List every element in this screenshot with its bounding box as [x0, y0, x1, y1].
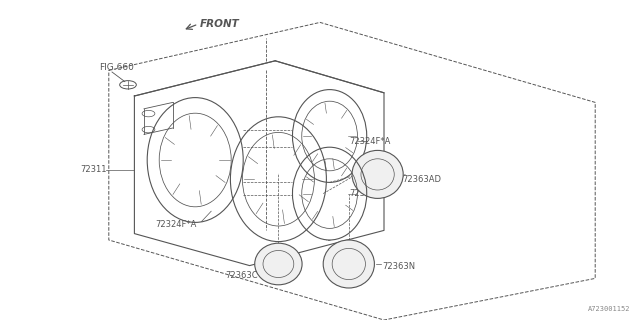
Text: 72324F*A: 72324F*A — [349, 137, 390, 146]
Text: 72363C: 72363C — [225, 271, 258, 280]
Text: 72324F*A: 72324F*A — [155, 220, 196, 229]
Ellipse shape — [255, 243, 302, 285]
Ellipse shape — [352, 150, 403, 198]
Text: A723001152: A723001152 — [588, 306, 630, 312]
Text: FRONT: FRONT — [200, 19, 239, 29]
Text: 72363AD: 72363AD — [402, 175, 441, 184]
Text: FIG.660: FIG.660 — [99, 63, 134, 72]
Ellipse shape — [323, 240, 374, 288]
Text: 72363N: 72363N — [383, 262, 416, 271]
Text: 72324F*B: 72324F*B — [349, 189, 390, 198]
Text: 72311: 72311 — [80, 165, 106, 174]
